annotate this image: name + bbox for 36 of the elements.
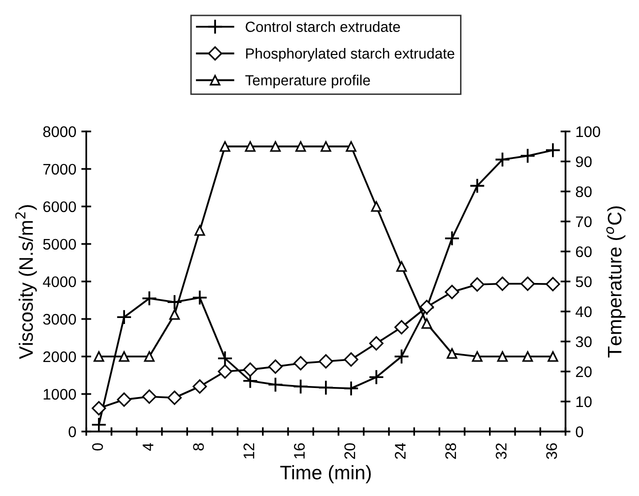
x-tick-label: 12 bbox=[244, 443, 254, 458]
x-tick-label: 16 bbox=[294, 443, 305, 458]
y-tick-label: 7000 bbox=[43, 164, 76, 175]
x-axis-title: Time (min) bbox=[280, 465, 371, 484]
y-tick-label: 6000 bbox=[43, 201, 76, 212]
y-tick-label: 0 bbox=[68, 426, 76, 438]
y2-tick-label: 20 bbox=[576, 366, 592, 378]
y-tick-label: 3000 bbox=[43, 314, 76, 325]
x-tick-label: 0 bbox=[92, 443, 103, 451]
x-tick-label: 28 bbox=[445, 443, 456, 459]
y2-tick-label: 30 bbox=[576, 336, 592, 348]
x-tick-label: 8 bbox=[193, 443, 204, 450]
y-tick-label: 1000 bbox=[44, 388, 76, 400]
y-tick-label: 4000 bbox=[42, 276, 76, 288]
x-tick-label: 4 bbox=[142, 443, 154, 451]
x-tick-label: 20 bbox=[344, 443, 356, 459]
y2-tick-label: 60 bbox=[576, 246, 592, 258]
y-tick-label: 8000 bbox=[43, 126, 76, 138]
y-tick-label: 5000 bbox=[43, 238, 76, 250]
y2-tick-label: 40 bbox=[576, 306, 592, 318]
y2-axis-title: Temperature ($^{o}$C) bbox=[606, 206, 626, 358]
x-tick-label: 36 bbox=[546, 443, 558, 460]
y2-tick-label: 90 bbox=[576, 156, 592, 168]
y2-tick-label: 70 bbox=[576, 216, 592, 228]
y2-tick-label: 10 bbox=[576, 396, 592, 408]
x-tick-label: 32 bbox=[496, 443, 507, 460]
legend-label: Temperature profile bbox=[245, 74, 370, 88]
y2-tick-label: 80 bbox=[576, 186, 592, 198]
y2-tick-label: 50 bbox=[576, 276, 592, 288]
y2-tick-label: 100 bbox=[576, 126, 600, 138]
legend-label: Control starch extrudate bbox=[246, 21, 400, 32]
legend-label: Phosphorylated starch extrudate bbox=[246, 48, 454, 62]
y-axis-title: Viscosity (N.s/m$^{2}$) bbox=[15, 205, 37, 360]
y2-tick-label: 0 bbox=[576, 426, 584, 438]
x-tick-label: 24 bbox=[394, 443, 406, 459]
y-tick-label: 2000 bbox=[43, 351, 76, 362]
